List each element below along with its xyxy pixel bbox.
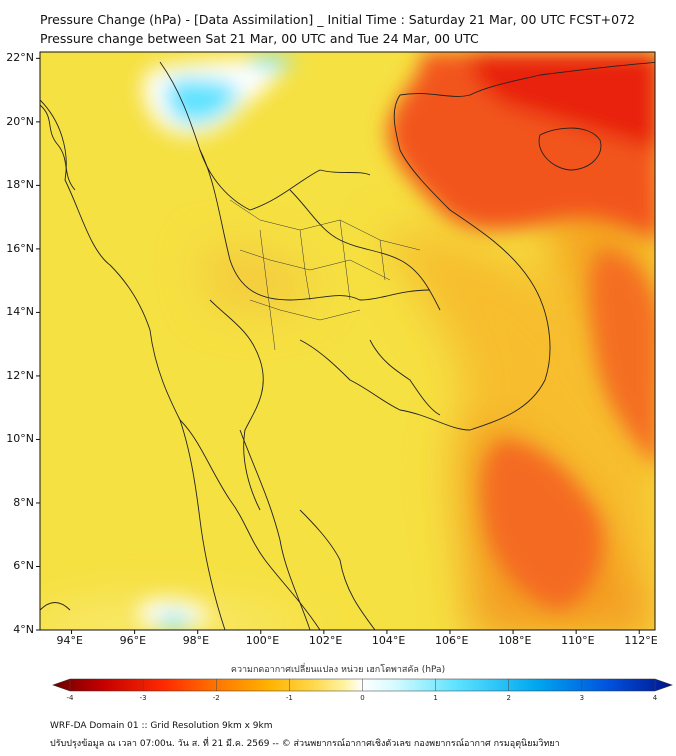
lon-label: 108°E <box>498 634 532 647</box>
lon-label: 104°E <box>371 634 406 647</box>
colorbar-tick-label: 2 <box>506 694 511 702</box>
footer-model-info: WRF-DA Domain 01 :: Grid Resolution 9km … <box>50 721 273 731</box>
lon-label: 94°E <box>56 634 83 647</box>
lat-label: 18°N <box>6 178 34 192</box>
footer-update-info: ปรับปรุงข้อมูล ณ เวลา 07:00น. วัน ส. ที่… <box>50 739 560 749</box>
lon-label: 98°E <box>182 634 210 647</box>
map-subtitle: Pressure change between Sat 21 Mar, 00 U… <box>40 31 479 46</box>
map-frame <box>39 51 656 631</box>
colorbar-tick-label: 4 <box>652 694 658 702</box>
colorbar-tick-label: -1 <box>285 694 293 702</box>
red-regions <box>388 52 655 610</box>
field-layer <box>40 52 655 630</box>
colorbar-tick-label: 1 <box>433 694 438 702</box>
lat-label: 22°N <box>6 51 34 65</box>
lat-label: 10°N <box>6 432 34 446</box>
colorbar-tick-label: -2 <box>212 694 220 702</box>
lat-label: 14°N <box>6 305 34 319</box>
blue-regions <box>140 55 295 630</box>
province-lines <box>229 199 421 351</box>
lon-label: 102°E <box>308 634 343 647</box>
colorbar <box>52 678 673 692</box>
colorbar-tick-label: 3 <box>579 694 585 702</box>
coastline-borders <box>40 61 655 630</box>
colorbar-title: ความกดอากาศเปลี่ยนแปลง หน่วย เฮกโตพาสคัล… <box>230 665 446 675</box>
lat-label: 20°N <box>6 114 34 128</box>
colorbar-tick-label: -3 <box>139 694 147 702</box>
axis-ticks <box>36 57 640 634</box>
lat-label: 8°N <box>13 495 34 509</box>
colorbar-tick-label: 0 <box>360 694 365 702</box>
lon-label: 112°E <box>624 634 658 647</box>
map-title: Pressure Change (hPa) - [Data Assimilati… <box>40 12 635 27</box>
lat-label: 12°N <box>6 368 34 382</box>
lat-label: 4°N <box>13 623 34 636</box>
lon-label: 106°E <box>435 634 469 647</box>
lon-label: 96°E <box>119 634 147 647</box>
lon-label: 100°E <box>245 634 280 647</box>
colorbar-tick-label: -4 <box>66 694 74 702</box>
colorbar-ticks <box>69 679 656 691</box>
lat-label: 16°N <box>6 241 34 255</box>
lon-label: 110°E <box>561 634 595 647</box>
lat-label: 6°N <box>13 559 34 573</box>
